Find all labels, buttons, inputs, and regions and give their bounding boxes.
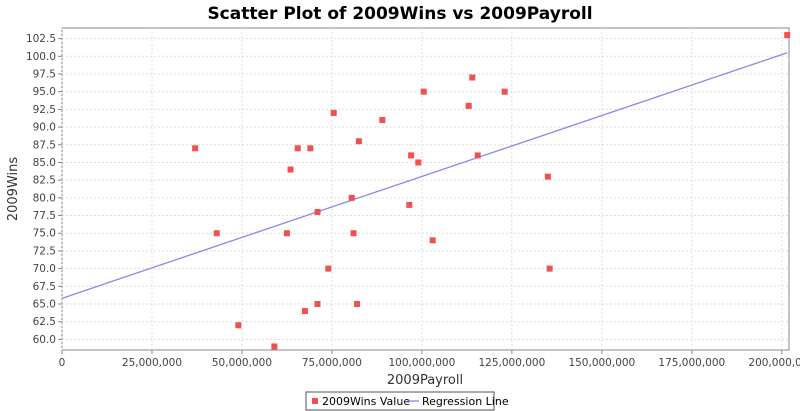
data-point (546, 265, 553, 272)
data-point (314, 209, 321, 215)
y-tick-label: 77.5 (33, 210, 56, 222)
x-tick-label: 125,000,000 (478, 357, 545, 369)
data-point (420, 88, 427, 95)
y-tick-label: 95.0 (33, 86, 56, 98)
data-point (213, 230, 220, 237)
data-point (406, 201, 413, 208)
x-tick-label: 200,000,000 (748, 357, 800, 369)
data-point (354, 301, 361, 307)
y-tick-label: 75.0 (33, 228, 56, 240)
plot-area (61, 27, 790, 351)
y-tick-label: 62.5 (33, 316, 56, 328)
x-tick-label: 100,000,000 (388, 357, 455, 369)
data-point (294, 145, 301, 152)
data-point (301, 308, 308, 315)
data-point (465, 102, 472, 109)
data-point (408, 152, 415, 159)
regression-line-group (61, 52, 788, 299)
legend-label-line: Regression Line (422, 395, 509, 408)
data-point (235, 322, 242, 329)
legend-box (305, 391, 495, 411)
data-point (474, 152, 481, 159)
data-point (415, 159, 422, 166)
legend-label-scatter: 2009Wins Value (322, 395, 410, 408)
y-tick-label: 102.5 (26, 33, 56, 45)
y-axis-label: 2009Wins (6, 157, 21, 222)
y-tick-label: 100.0 (26, 51, 56, 63)
data-point (307, 145, 314, 152)
data-point (325, 265, 332, 272)
y-tick-label: 60.0 (33, 334, 56, 346)
x-tick-label: 75,000,000 (302, 357, 362, 369)
regression-line (61, 52, 788, 299)
y-axis: 60.0 62.5 65.0 67.5 70.0 72.5 75.0 77.5 80.0 82.5… (26, 33, 62, 346)
x-tick-label: 175,000,000 (658, 357, 725, 369)
x-axis: 0 25,000,000 50,000,000 75,000,000 100,000,0… (59, 350, 800, 369)
y-tick-label: 90.0 (33, 122, 56, 134)
data-point (350, 230, 357, 237)
y-tick-label: 92.5 (33, 104, 56, 116)
y-tick-label: 65.0 (33, 299, 56, 311)
data-point (355, 138, 362, 145)
x-tick-label: 150,000,000 (568, 357, 635, 369)
y-tick-label: 87.5 (33, 139, 56, 151)
data-point (379, 117, 386, 123)
y-tick-label: 72.5 (33, 245, 56, 257)
data-point (784, 32, 791, 39)
data-point (192, 145, 199, 152)
y-tick-label: 67.5 (33, 281, 56, 293)
y-tick-label: 82.5 (33, 175, 56, 187)
y-tick-label: 85.0 (33, 157, 56, 169)
data-point (314, 301, 321, 307)
x-tick-label: 50,000,000 (212, 357, 272, 369)
x-axis-label: 2009Payroll (387, 373, 463, 388)
y-tick-label: 70.0 (33, 263, 56, 275)
data-point (501, 88, 508, 95)
legend: 2009Wins Value Regression Line (305, 391, 509, 411)
chart-title: Scatter Plot of 2009Wins vs 2009Payroll (207, 4, 592, 24)
data-point (429, 237, 436, 244)
x-tick-label: 25,000,000 (122, 357, 182, 369)
data-point (283, 230, 290, 237)
y-tick-label: 97.5 (33, 69, 56, 81)
data-point (348, 194, 355, 201)
scatter-points (192, 32, 791, 350)
data-point (469, 74, 476, 81)
data-point (287, 166, 294, 173)
data-point (330, 109, 337, 116)
y-tick-label: 80.0 (33, 192, 56, 204)
data-point (544, 173, 551, 180)
x-tick-label: 0 (59, 357, 66, 369)
grid-lines (61, 28, 789, 350)
legend-marker-scatter (312, 398, 318, 404)
data-point (271, 343, 278, 350)
